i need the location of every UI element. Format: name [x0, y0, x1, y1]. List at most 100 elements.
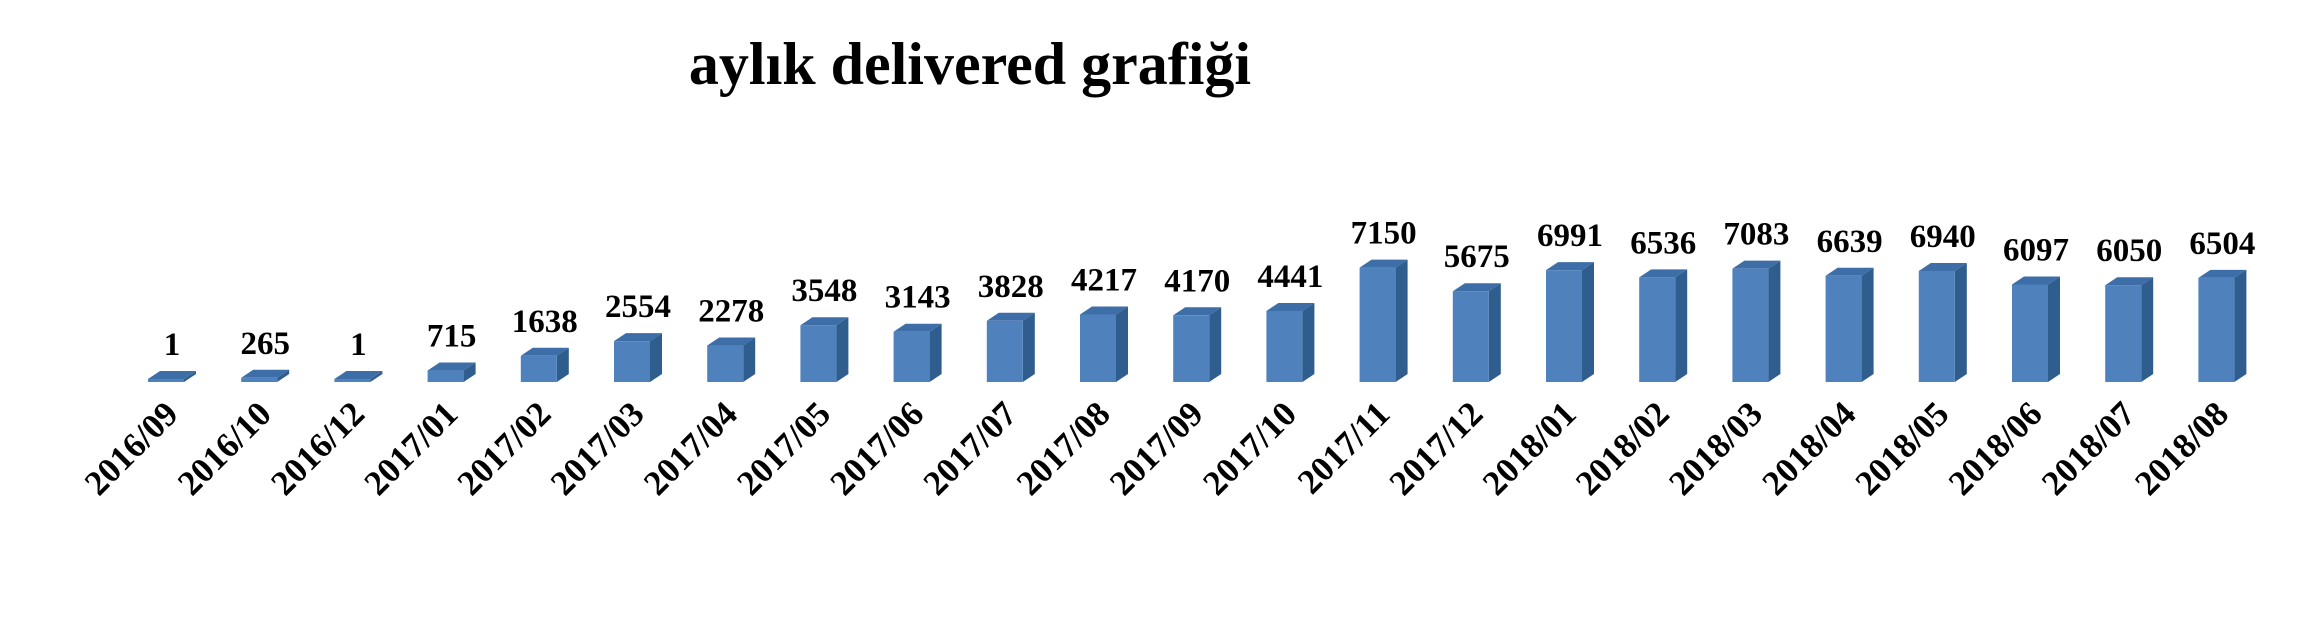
bar [520, 347, 569, 382]
bar-side [184, 371, 196, 382]
x-tick-label: 2016/09 [77, 394, 186, 503]
bar-front [1639, 277, 1676, 382]
bar-top [1266, 302, 1315, 311]
bar-front [986, 320, 1023, 382]
x-tick-label: 2018/04 [1755, 394, 1864, 503]
x-tick-label: 2017/12 [1382, 394, 1491, 503]
bar-top [1359, 259, 1408, 268]
bar [614, 333, 662, 382]
bar-top [2198, 269, 2247, 278]
bar-front [893, 331, 930, 382]
bar-side [1022, 312, 1035, 382]
bar-front [1918, 270, 1955, 382]
bar-front [1732, 268, 1769, 382]
bar-front [1266, 310, 1303, 382]
bar-front [2198, 277, 2235, 382]
bar [893, 323, 942, 382]
bar-front [1546, 270, 1582, 382]
bar-side [929, 323, 942, 382]
x-tick-label: 2018/01 [1475, 394, 1584, 503]
bar-top [707, 337, 756, 346]
data-label: 3143 [885, 280, 951, 316]
bar [1546, 262, 1594, 382]
bar-side [1116, 306, 1128, 382]
bar-side [1582, 262, 1594, 382]
x-tick-label: 2017/07 [916, 394, 1025, 503]
bar [427, 362, 476, 382]
bar-side [1302, 302, 1315, 382]
bar-front [1359, 267, 1396, 382]
bar-side [2234, 269, 2247, 382]
x-tick-label: 2016/12 [263, 394, 372, 503]
bar-front [148, 379, 184, 382]
bar-top [334, 371, 383, 379]
data-label: 6639 [1817, 224, 1883, 260]
data-label: 265 [240, 326, 290, 362]
bar-front [1173, 315, 1210, 382]
bar-side [556, 347, 569, 382]
bar-top [893, 323, 942, 332]
bar-front [707, 345, 744, 382]
bar-front [2012, 284, 2048, 382]
data-label: 5675 [1444, 239, 1510, 275]
bar-top [1639, 269, 1688, 278]
bar-side [1861, 267, 1874, 382]
data-label: 4217 [1071, 263, 1137, 299]
data-label: 2554 [605, 289, 671, 325]
bar-top [1732, 260, 1781, 269]
bar-top [2105, 277, 2154, 286]
bar [334, 371, 383, 382]
bar-top [614, 333, 662, 342]
bar [1359, 259, 1408, 382]
data-label: 3828 [978, 269, 1044, 305]
bar-front [1080, 314, 1116, 382]
x-tick-label: 2017/02 [450, 394, 559, 503]
x-tick-label: 2016/10 [170, 394, 279, 503]
x-tick-label: 2017/05 [729, 394, 838, 503]
data-label: 6940 [1910, 219, 1976, 255]
bar-top [148, 371, 196, 379]
bar-front [520, 355, 557, 382]
x-tick-label: 2017/01 [357, 394, 466, 503]
x-tick-label: 2018/03 [1661, 394, 1770, 503]
x-tick-label: 2018/07 [2034, 394, 2143, 503]
data-label: 1 [350, 327, 367, 363]
bar [241, 369, 290, 382]
bar [1452, 283, 1501, 382]
x-tick-label: 2018/05 [1848, 394, 1957, 503]
data-label: 1 [164, 327, 181, 363]
bar-side [650, 333, 662, 382]
x-tick-label: 2017/10 [1195, 394, 1304, 503]
data-label: 6097 [2003, 232, 2069, 268]
bar-front [334, 379, 371, 382]
bar-side [370, 371, 383, 382]
data-label: 6991 [1537, 218, 1603, 254]
bar-front [2105, 285, 2142, 382]
bar-side [1209, 307, 1222, 382]
chart-title: aylık delivered grafiği [688, 31, 1252, 97]
x-tick-label: 2018/02 [1568, 394, 1677, 503]
x-tick-label: 2017/03 [543, 394, 652, 503]
data-label: 6536 [1630, 225, 1696, 261]
bar [2198, 269, 2247, 382]
bar-front [1452, 291, 1489, 382]
bar-side [743, 337, 756, 382]
bar-side [1488, 283, 1501, 382]
x-tick-label: 2018/06 [1941, 394, 2050, 503]
bar-side [2048, 276, 2060, 382]
bar-front [1825, 275, 1862, 382]
bar [148, 371, 196, 382]
bar-front [427, 370, 464, 382]
bar-top [2012, 276, 2060, 285]
x-tick-label: 2017/04 [636, 394, 745, 503]
data-label: 7083 [1723, 217, 1789, 253]
bar [1639, 269, 1688, 382]
data-label: 4170 [1164, 263, 1230, 299]
data-label: 1638 [512, 304, 578, 340]
x-tick-label: 2017/09 [1102, 394, 1211, 503]
bar-side [463, 362, 476, 382]
data-label: 7150 [1351, 216, 1417, 252]
x-tick-label: 2017/11 [1290, 394, 1397, 501]
bar [1266, 302, 1315, 382]
bar [800, 317, 849, 382]
